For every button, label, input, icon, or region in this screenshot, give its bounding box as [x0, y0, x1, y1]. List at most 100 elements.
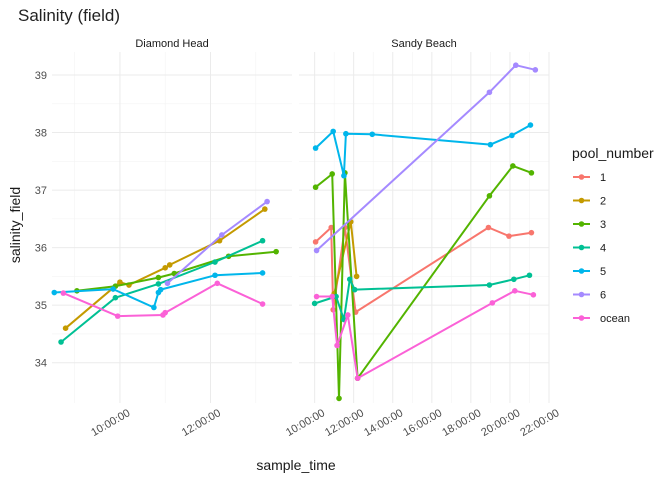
facet-strip-label: Sandy Beach	[391, 38, 456, 50]
data-point-6	[164, 280, 171, 287]
data-point-5	[509, 132, 515, 139]
panel-diamond-head: Diamond Head 10:00:00 12:00:00	[51, 38, 292, 439]
x-tick-label: 10:00:00	[284, 407, 327, 439]
data-point-4	[346, 276, 353, 283]
data-point-ocean	[489, 300, 496, 306]
legend-key-point	[578, 315, 585, 321]
data-point-2	[162, 264, 169, 271]
y-tick-label: 37	[35, 185, 47, 197]
legend-label: 5	[600, 266, 606, 278]
x-tick-label: 16:00:00	[401, 407, 444, 439]
legend-label: 1	[600, 172, 606, 184]
data-point-1	[506, 233, 512, 239]
data-point-1	[485, 224, 492, 231]
data-point-2	[62, 325, 69, 331]
data-point-ocean	[60, 290, 67, 296]
y-tick-label: 35	[35, 300, 47, 312]
legend-item-4: 4	[573, 243, 606, 255]
data-point-ocean	[214, 280, 221, 287]
data-point-3	[329, 171, 336, 177]
x-tick-label: 12:00:00	[323, 407, 366, 439]
data-point-1	[528, 229, 535, 236]
y-tick-label: 39	[35, 70, 47, 82]
data-point-5	[312, 145, 319, 151]
facet-strip-label: Diamond Head	[135, 38, 208, 50]
data-point-4	[486, 282, 493, 288]
data-point-2	[117, 279, 123, 285]
data-point-3	[273, 248, 279, 255]
data-point-2	[353, 273, 360, 280]
chart-title: Salinity (field)	[18, 6, 120, 25]
legend-item-6: 6	[573, 290, 606, 302]
data-point-ocean	[354, 375, 361, 382]
legend: 1 2 3 4 5 6 ocean	[573, 172, 630, 325]
data-point-2	[262, 206, 268, 212]
data-point-4	[311, 300, 318, 307]
series-line-4	[314, 274, 530, 321]
data-point-4	[333, 293, 339, 300]
data-point-5	[369, 131, 376, 138]
legend-item-2: 2	[573, 196, 606, 208]
data-point-5	[259, 270, 266, 276]
y-tick-label: 38	[35, 128, 47, 140]
data-point-3	[510, 163, 516, 169]
data-point-5	[51, 289, 58, 296]
data-point-4	[212, 259, 218, 265]
data-point-4	[351, 286, 358, 293]
x-tick-label: 22:00:00	[518, 407, 561, 439]
legend-key-point	[578, 197, 585, 204]
data-point-ocean	[512, 287, 518, 294]
data-point-3	[486, 193, 493, 199]
data-point-1	[312, 239, 319, 245]
legend-key-point	[578, 268, 585, 274]
data-point-4	[526, 272, 533, 279]
legend-title: pool_number	[572, 145, 654, 161]
data-point-6	[512, 62, 519, 69]
data-point-ocean	[313, 293, 320, 300]
panel-sandy-beach: Sandy Beach 10:00:0012:00:0014:00:0016:00…	[284, 38, 561, 439]
data-point-3	[528, 170, 535, 176]
x-tick-label: 18:00:00	[440, 407, 483, 439]
data-point-5	[330, 128, 336, 135]
legend-key-point	[578, 174, 585, 180]
series-line-ocean	[316, 289, 534, 380]
data-point-4	[155, 281, 162, 287]
data-point-ocean	[329, 293, 336, 300]
x-tick-label: 12:00:00	[180, 407, 223, 439]
legend-label: 4	[600, 243, 606, 255]
data-point-6	[486, 89, 493, 96]
x-tick-label: 20:00:00	[479, 407, 522, 439]
data-point-4	[58, 339, 64, 345]
data-point-5	[110, 286, 116, 292]
data-point-ocean	[114, 313, 121, 319]
x-axis-title: sample_time	[256, 457, 336, 473]
legend-key-point	[578, 291, 585, 298]
x-tick-label: 10:00:00	[89, 407, 132, 439]
data-point-ocean	[334, 342, 340, 349]
data-point-ocean	[259, 301, 266, 307]
y-tick-label: 36	[35, 243, 47, 255]
data-point-5	[343, 130, 349, 137]
legend-item-5: 5	[573, 266, 606, 278]
legend-item-3: 3	[573, 219, 606, 231]
data-point-5	[487, 141, 494, 148]
data-point-3	[336, 395, 342, 402]
data-point-4	[259, 237, 266, 244]
data-point-ocean	[530, 292, 537, 298]
legend-label: 2	[600, 196, 606, 208]
data-point-4	[112, 294, 119, 301]
legend-item-ocean: ocean	[573, 313, 630, 325]
data-point-2	[166, 262, 173, 268]
data-point-6	[532, 67, 539, 73]
data-point-5	[341, 172, 347, 179]
legend-label: ocean	[600, 313, 630, 325]
y-axis-title: salinity_field	[7, 187, 23, 263]
data-point-ocean	[345, 312, 351, 318]
legend-label: 6	[600, 290, 606, 302]
x-tick-label: 14:00:00	[362, 407, 405, 439]
data-point-5	[527, 122, 534, 128]
legend-label: 3	[600, 219, 606, 231]
data-point-6	[264, 198, 270, 205]
